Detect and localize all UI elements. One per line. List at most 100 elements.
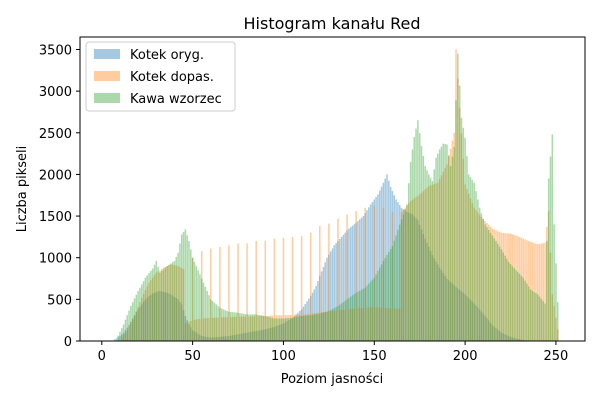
histogram-bar xyxy=(507,336,510,341)
histogram-bar xyxy=(420,146,423,341)
histogram-bar xyxy=(237,243,239,341)
histogram-bar xyxy=(206,291,208,341)
histogram-bar xyxy=(384,258,386,341)
histogram-bar xyxy=(180,268,183,341)
histogram-bar xyxy=(299,311,301,341)
histogram-bar xyxy=(378,267,381,341)
histogram-bar xyxy=(498,231,501,341)
histogram-bar xyxy=(179,301,181,341)
histogram-bar xyxy=(253,316,256,341)
histogram-bar xyxy=(326,311,328,341)
histogram-bar xyxy=(517,272,519,341)
histogram-bar xyxy=(400,207,403,341)
histogram-bar xyxy=(446,164,448,341)
histogram-bar xyxy=(277,318,279,341)
histogram-bar xyxy=(466,189,468,341)
histogram-bar xyxy=(406,211,408,341)
histogram-bar xyxy=(448,156,450,341)
histogram-bar xyxy=(362,288,365,341)
histogram-bar xyxy=(306,314,308,341)
histogram-bar xyxy=(159,291,161,341)
histogram-bar xyxy=(418,224,421,341)
histogram-bar xyxy=(195,332,198,341)
histogram-bar xyxy=(502,333,505,341)
histogram-bar xyxy=(137,306,139,341)
histogram-bar xyxy=(486,318,488,341)
histogram-bar xyxy=(117,335,119,341)
histogram-bar xyxy=(382,182,385,341)
histogram-bar xyxy=(375,274,377,341)
histogram-bar xyxy=(544,242,546,341)
histogram-bar xyxy=(124,330,127,341)
y-tick-label: 2500 xyxy=(39,127,72,142)
histogram-bar xyxy=(239,316,241,341)
histogram-bar xyxy=(502,232,505,341)
histogram-bar xyxy=(289,315,292,341)
histogram-bar xyxy=(386,174,388,341)
histogram-bar xyxy=(437,264,439,341)
histogram-bar xyxy=(413,198,416,341)
histogram-bar xyxy=(362,216,365,341)
histogram-bar xyxy=(440,175,443,341)
histogram-bar xyxy=(455,100,457,341)
y-tick-label: 500 xyxy=(47,293,72,308)
histogram-bar xyxy=(195,319,198,341)
histogram-bar xyxy=(295,314,297,341)
histogram-bar xyxy=(200,251,203,341)
histogram-bar xyxy=(426,187,428,341)
legend-swatch-kawa-wzorzec xyxy=(94,93,120,103)
histogram-bar xyxy=(153,264,156,341)
histogram-bar xyxy=(240,316,243,341)
histogram-bar xyxy=(513,268,515,341)
histogram-bar xyxy=(529,289,532,341)
histogram-bar xyxy=(498,246,501,341)
histogram-bar xyxy=(518,339,521,341)
histogram-bar xyxy=(291,236,294,341)
histogram-bar xyxy=(204,318,207,341)
histogram-bar xyxy=(244,314,247,341)
histogram-bar xyxy=(340,303,343,341)
histogram-bar xyxy=(460,117,463,341)
histogram-bar xyxy=(435,261,437,341)
histogram-bar xyxy=(353,308,356,341)
histogram-bar xyxy=(170,264,172,341)
histogram-bar xyxy=(422,191,425,341)
histogram-bar xyxy=(420,229,423,341)
histogram-bar xyxy=(366,307,368,341)
histogram-bar xyxy=(527,241,530,341)
histogram-bar xyxy=(246,243,248,341)
y-tick-label: 1500 xyxy=(39,210,72,225)
histogram-bar xyxy=(467,193,470,341)
histogram-bar xyxy=(191,257,194,341)
y-tick-label: 2000 xyxy=(39,168,72,183)
histogram-bar xyxy=(135,294,138,341)
histogram-bar xyxy=(199,274,201,341)
histogram-bar xyxy=(491,235,494,341)
histogram-bar xyxy=(500,249,503,341)
histogram-bar xyxy=(389,186,392,341)
histogram-bar xyxy=(162,267,165,341)
histogram-bar xyxy=(397,308,399,341)
histogram-bar xyxy=(448,280,450,341)
histogram-bar xyxy=(502,252,505,341)
histogram-bar xyxy=(304,314,307,341)
histogram-bar xyxy=(498,331,501,341)
histogram-bar xyxy=(471,301,474,341)
histogram-bar xyxy=(286,315,288,341)
histogram-bar xyxy=(168,264,170,341)
histogram-bar xyxy=(222,336,225,341)
histogram-bar xyxy=(417,120,419,341)
histogram-bar xyxy=(340,309,343,341)
histogram-bar xyxy=(493,326,495,341)
histogram-bar xyxy=(495,230,497,341)
histogram-bar xyxy=(349,296,352,341)
histogram-bar xyxy=(531,290,534,341)
histogram-bar xyxy=(160,271,163,341)
histogram-bar xyxy=(193,331,196,341)
histogram-bar xyxy=(269,327,272,341)
histogram-bar xyxy=(373,199,376,341)
histogram-bar xyxy=(537,244,539,341)
histogram-bar xyxy=(518,236,521,341)
histogram-bar xyxy=(464,294,466,341)
histogram-bar xyxy=(478,214,481,341)
